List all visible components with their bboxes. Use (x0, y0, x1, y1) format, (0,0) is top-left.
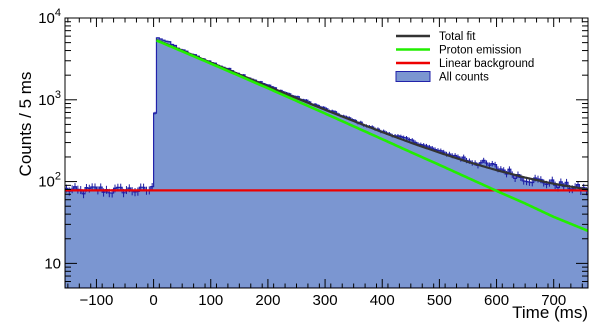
plot-inner (65, 37, 588, 288)
x-tick-label: 400 (370, 292, 395, 309)
legend-label-proton: Proton emission (439, 45, 521, 57)
y-tick-label: 10 (44, 255, 61, 272)
x-tick-label: 300 (313, 292, 338, 309)
x-tick-label: 600 (484, 292, 509, 309)
x-tick-label: 500 (427, 292, 452, 309)
plot-frame (64, 17, 589, 289)
histogram-all-counts (65, 37, 588, 288)
legend-label-counts: All counts (439, 72, 489, 84)
legend-label-background: Linear background (439, 58, 534, 70)
x-tick-label: 0 (149, 292, 157, 309)
x-tick-label: −100 (80, 292, 114, 309)
y-axis-title: Counts / 5 ms (16, 72, 35, 177)
legend-swatch-all-counts (395, 71, 431, 82)
legend-label-total: Total fit (439, 31, 476, 43)
x-axis-title: Time (ms) (512, 303, 588, 322)
x-tick-label: 100 (198, 292, 223, 309)
axes: −100 0 100 200 300 400 500 600 700 10 102 103 104 (38, 7, 589, 309)
plot-area (65, 37, 588, 288)
y-tick-label: 104 (38, 7, 61, 27)
x-tick-label: 700 (541, 292, 566, 309)
x-tick-label: 200 (255, 292, 280, 309)
y-tick-label: 103 (38, 89, 61, 109)
series-line-proton-emission (155, 39, 588, 233)
y-tick-label: 102 (38, 171, 61, 191)
